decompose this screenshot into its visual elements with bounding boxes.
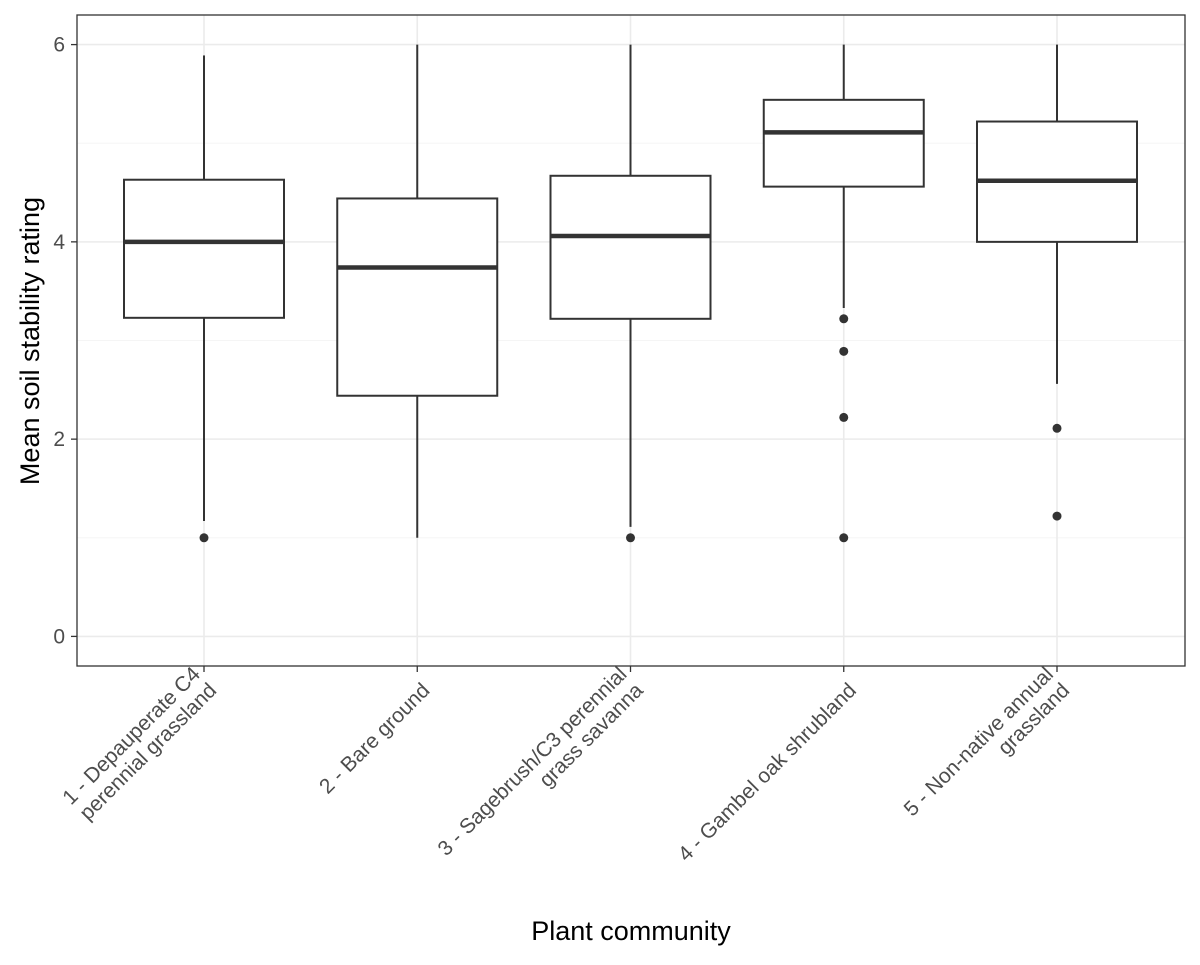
y-tick-label: 4: [53, 231, 65, 254]
outlier-point: [199, 533, 209, 543]
x-tick-label: 3 - Sagebrush/C3 perennialgrass savanna: [434, 662, 648, 876]
outlier-point: [839, 346, 849, 356]
x-tick-label: 4 - Gambel oak shrubland: [674, 679, 861, 866]
y-tick-label: 2: [53, 428, 65, 451]
outlier-point: [839, 533, 849, 543]
x-tick-label: 5 - Non-native annualgrassland: [900, 663, 1075, 838]
box-iqr: [762, 98, 925, 188]
box-3: [549, 44, 712, 543]
box-iqr: [336, 197, 499, 397]
boxes: [123, 44, 1138, 543]
x-tick-label: 1 - Depauperate C4perennial grassland: [58, 662, 221, 825]
outlier-point: [1052, 423, 1062, 433]
box-1: [123, 55, 285, 543]
x-tick-label: 2 - Bare ground: [315, 679, 434, 798]
box-2: [336, 44, 499, 538]
x-axis-title: Plant community: [531, 916, 731, 946]
outlier-point: [626, 533, 635, 543]
y-axis-title: Mean soil stability rating: [15, 197, 45, 485]
y-tick-label: 0: [53, 625, 65, 648]
outlier-point: [839, 412, 849, 422]
y-tick-label: 6: [53, 34, 65, 57]
x-tick-label-line: 2 - Bare ground: [315, 679, 434, 798]
outlier-point: [1052, 511, 1062, 521]
x-tick-label-line: perennial grassland: [75, 679, 221, 825]
outlier-point: [839, 314, 849, 324]
box-iqr: [549, 174, 712, 320]
x-tick-label-line: 3 - Sagebrush/C3 perennial: [434, 663, 632, 861]
box-4: [762, 44, 925, 543]
box-5: [976, 44, 1138, 521]
x-tick-label-line: 5 - Non-native annual: [900, 663, 1058, 821]
box-iqr: [123, 178, 285, 319]
x-tick-label-line: 4 - Gambel oak shrubland: [674, 679, 861, 866]
x-tick-label-line: 1 - Depauperate C4: [58, 662, 205, 809]
